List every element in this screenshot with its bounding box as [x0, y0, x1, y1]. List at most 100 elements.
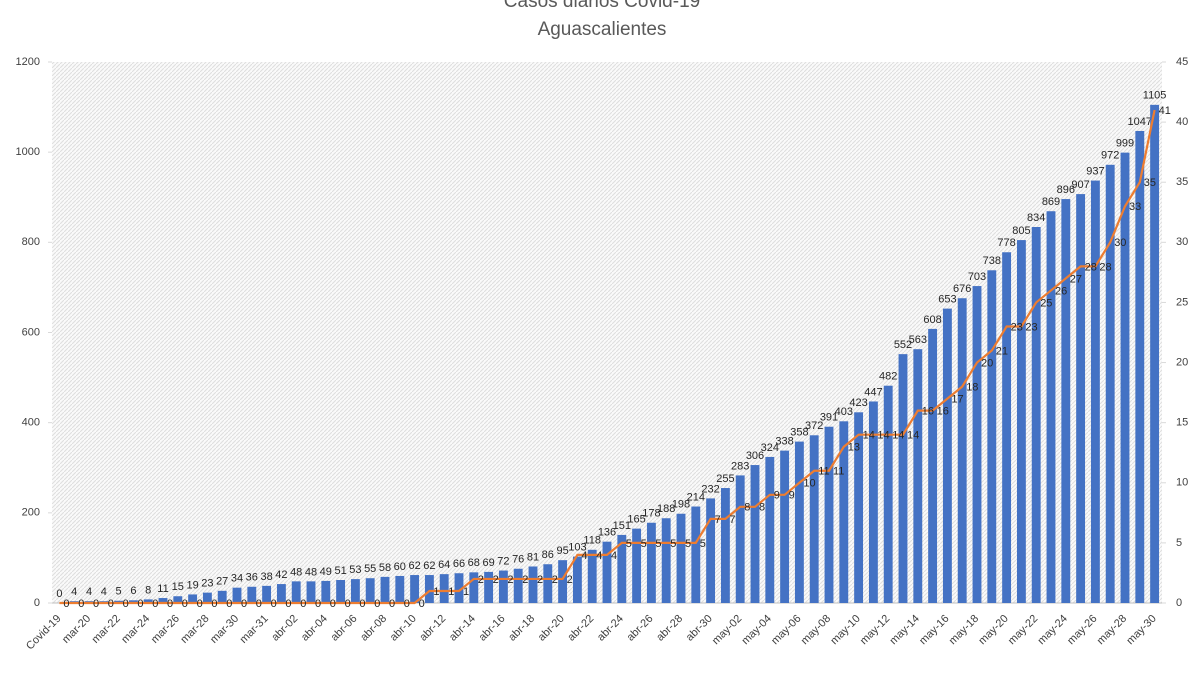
bar-label: 403	[835, 406, 853, 418]
bar-label: 81	[527, 551, 539, 563]
bar	[247, 586, 257, 603]
x-tick-label: may-18	[947, 613, 981, 647]
bar	[217, 590, 227, 603]
line-label: 4	[581, 550, 587, 562]
chart-subtitle: Aguascalientes	[538, 19, 667, 40]
line-label: 14	[907, 430, 919, 442]
line-label: 0	[137, 598, 143, 610]
bar-label: 58	[379, 562, 391, 574]
line-label: 0	[93, 598, 99, 610]
bar-label: 5	[116, 586, 122, 598]
line-label: 8	[744, 502, 750, 514]
line-label: 0	[226, 598, 232, 610]
bar-label: 48	[305, 566, 317, 578]
bar-label: 324	[761, 442, 779, 454]
bar-label: 95	[556, 545, 568, 557]
bar-label: 69	[482, 557, 494, 569]
bar	[765, 456, 775, 603]
bar	[780, 450, 790, 603]
bar	[321, 580, 331, 603]
line-label: 8	[759, 502, 765, 514]
bar	[928, 328, 938, 603]
bar	[1046, 211, 1056, 603]
bar-label: 188	[657, 503, 675, 515]
line-label: 2	[537, 574, 543, 586]
bar-label: 60	[394, 561, 406, 573]
x-tick-label: mar-20	[60, 613, 93, 646]
bar	[543, 564, 553, 603]
x-tick-label: mar-24	[119, 613, 152, 646]
line-label: 0	[167, 598, 173, 610]
line-label: 28	[1099, 261, 1111, 273]
bar-label: 653	[938, 294, 956, 306]
bar	[365, 578, 375, 603]
bar	[1120, 152, 1130, 603]
bar-label: 778	[997, 237, 1015, 249]
line-label: 0	[419, 598, 425, 610]
bar	[232, 587, 242, 603]
line-label: 14	[892, 430, 904, 442]
bar-label: 937	[1086, 165, 1104, 177]
bar-label: 482	[879, 371, 897, 383]
line-label: 41	[1159, 105, 1171, 117]
y2-tick-label: 25	[1176, 296, 1188, 308]
bar-label: 6	[130, 585, 136, 597]
bar	[469, 572, 479, 603]
bar-label: 76	[512, 554, 524, 566]
bar	[632, 528, 642, 603]
bar-label: 423	[849, 397, 867, 409]
line-label: 0	[108, 598, 114, 610]
line-label: 0	[389, 598, 395, 610]
bar-label: 103	[568, 541, 586, 553]
line-label: 23	[1025, 321, 1037, 333]
line-label: 0	[256, 598, 262, 610]
x-tick-label: abr-24	[595, 613, 626, 644]
bar	[1105, 164, 1115, 604]
bar	[676, 513, 686, 603]
y2-tick-label: 20	[1176, 356, 1188, 368]
line-label: 10	[803, 478, 815, 490]
bar-label: 999	[1116, 138, 1134, 150]
line-label: 20	[981, 357, 993, 369]
bar	[735, 475, 745, 603]
bar-label: 8	[145, 584, 151, 596]
line-label: 4	[611, 550, 617, 562]
bar	[1016, 240, 1026, 603]
bar	[720, 488, 730, 603]
bar-label: 391	[820, 412, 838, 424]
line-label: 1	[448, 586, 454, 598]
bar	[942, 308, 952, 603]
line-label: 16	[937, 406, 949, 418]
bar-label: 23	[201, 578, 213, 590]
bar	[424, 575, 434, 603]
bar	[750, 465, 760, 603]
bar-label: 4	[71, 586, 77, 598]
line-label: 13	[848, 442, 860, 454]
bar-label: 232	[701, 483, 719, 495]
bar-label: 608	[923, 314, 941, 326]
line-label: 9	[774, 490, 780, 502]
bar-label: 38	[260, 571, 272, 583]
bar-label: 563	[909, 334, 927, 346]
x-tick-label: abr-06	[329, 613, 360, 644]
bar	[1061, 199, 1071, 603]
line-label: 23	[1011, 321, 1023, 333]
bar-label: 48	[290, 566, 302, 578]
bar	[350, 579, 360, 603]
bar-label: 19	[186, 579, 198, 591]
x-tick-label: may-24	[1036, 613, 1070, 647]
x-tick-label: may-08	[799, 613, 833, 647]
x-tick-label: may-12	[858, 613, 892, 647]
line-label: 2	[522, 574, 528, 586]
line-label: 0	[374, 598, 380, 610]
line-label: 35	[1144, 177, 1156, 189]
y2-tick-label: 10	[1176, 477, 1188, 489]
x-tick-label: may-16	[917, 613, 951, 647]
line-label: 1	[433, 586, 439, 598]
bar-label: 447	[864, 386, 882, 398]
bar	[158, 598, 168, 603]
y-tick-label: 0	[34, 597, 40, 609]
bar	[661, 518, 671, 603]
bar	[143, 599, 153, 603]
x-tick-label: abr-12	[417, 613, 448, 644]
